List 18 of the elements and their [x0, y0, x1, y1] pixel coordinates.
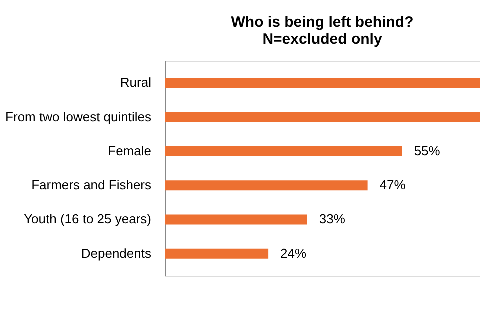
data-label: 33%	[319, 212, 346, 227]
y-tick-label: Dependents	[81, 246, 152, 261]
text: N=excluded only	[262, 31, 382, 48]
data-label: 55%	[414, 143, 441, 158]
bar	[165, 146, 402, 156]
bar	[165, 248, 269, 259]
bar	[165, 180, 368, 191]
text: Who is being left behind?	[231, 14, 414, 31]
bar	[165, 78, 480, 88]
data-label: 24%	[280, 246, 308, 261]
data-label: 47%	[380, 178, 406, 193]
y-tick-label: Farmers and Fishers	[32, 178, 152, 193]
y-tick-label: Youth (16 to 25 years)	[24, 212, 152, 227]
bar	[165, 214, 308, 225]
bar	[165, 112, 480, 122]
y-tick-label: From two lowest quintiles	[6, 109, 152, 124]
y-tick-label: Female	[108, 143, 152, 158]
y-tick-label: Rural	[120, 75, 152, 90]
